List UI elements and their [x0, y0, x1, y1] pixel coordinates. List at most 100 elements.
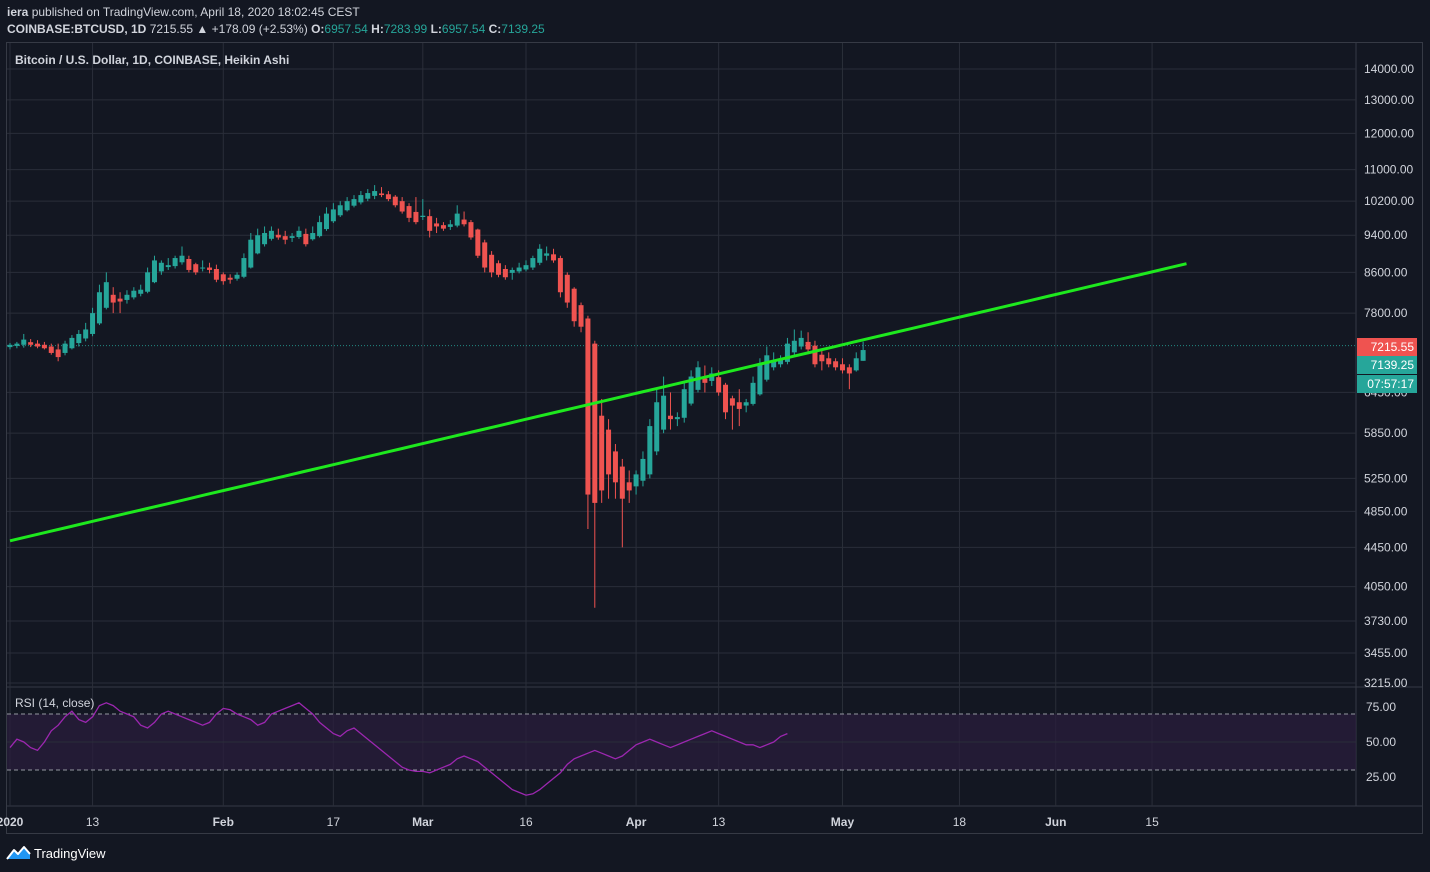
candle-body	[599, 415, 605, 491]
candle-body	[578, 305, 584, 327]
candle-body	[90, 313, 96, 334]
tradingview-logo-icon[interactable]	[6, 844, 32, 862]
candle-body	[489, 254, 495, 273]
change-arrow-icon: ▲	[196, 22, 209, 36]
price-tick-label: 3730.00	[1364, 614, 1408, 628]
candle-body	[654, 402, 660, 452]
candle-body	[440, 225, 446, 229]
candle-body	[83, 329, 89, 339]
price-tick-label: 10200.00	[1364, 194, 1414, 208]
candle-body	[606, 429, 612, 475]
symbol-label[interactable]: COINBASE:BTCUSD, 1D	[7, 22, 147, 36]
candle-body	[358, 195, 364, 203]
open-value: 6957.54	[324, 22, 368, 36]
candle-body	[124, 294, 130, 300]
candle-body	[289, 236, 295, 238]
candle-body	[28, 342, 34, 345]
price-tick-label: 4050.00	[1364, 580, 1408, 594]
candle-body	[186, 258, 192, 270]
chart-panel[interactable]	[6, 42, 1423, 834]
candle-body	[495, 263, 501, 275]
candle-body	[323, 213, 329, 230]
candle-body	[537, 248, 543, 263]
candle-body	[743, 402, 749, 406]
candle-body	[227, 277, 233, 280]
time-tick-label: 13	[712, 815, 726, 829]
time-tick-label: May	[831, 815, 855, 829]
candle-body	[103, 282, 109, 308]
candle-body	[96, 292, 102, 324]
candle-body	[475, 229, 481, 256]
candle-body	[344, 201, 350, 211]
candle-body	[736, 402, 742, 409]
price-tick-label: 8600.00	[1364, 265, 1408, 279]
time-tick-label: 16	[519, 815, 533, 829]
candle-body	[544, 253, 550, 256]
candle-body	[310, 233, 316, 240]
candle-body	[427, 216, 433, 231]
candle-body	[35, 343, 41, 347]
candle-body	[667, 415, 673, 420]
candle-body	[709, 373, 715, 381]
candle-body	[482, 242, 488, 268]
candle-body	[7, 344, 13, 348]
candle-body	[200, 267, 206, 269]
candle-body	[434, 223, 440, 227]
author-name[interactable]: iera	[7, 5, 29, 19]
candle-body	[771, 361, 777, 368]
price-change: +178.09 (+2.53%)	[211, 22, 308, 36]
candle-body	[372, 191, 378, 196]
candle-body	[248, 239, 254, 268]
candle-body	[723, 384, 729, 413]
price-tick-label: 12000.00	[1364, 126, 1414, 140]
price-tick-label: 4450.00	[1364, 540, 1408, 554]
candle-body	[729, 398, 735, 406]
high-label: H:	[371, 22, 384, 36]
publish-header: iera published on TradingView.com, April…	[0, 0, 1430, 42]
publish-text: published on TradingView.com, April 18, …	[31, 5, 360, 19]
last-price-badge-bg	[1357, 338, 1417, 356]
last-price-badge: 7215.55	[1371, 340, 1415, 354]
candle-body	[41, 344, 47, 349]
candle-body	[454, 213, 460, 226]
candle-body	[220, 274, 226, 282]
candle-body	[571, 288, 577, 322]
low-value: 6957.54	[441, 22, 486, 36]
candle-body	[509, 269, 515, 273]
tradingview-brand[interactable]: TradingView	[34, 846, 106, 861]
candle-body	[812, 345, 818, 365]
rsi-line	[9, 702, 788, 796]
candle-body	[234, 274, 240, 279]
candle-body	[516, 267, 522, 272]
rsi-title: RSI (14, close)	[15, 696, 95, 710]
candle-body	[138, 289, 144, 294]
candle-body	[213, 268, 219, 280]
candle-body	[592, 343, 598, 503]
candle-body	[633, 474, 639, 487]
candle-body	[778, 359, 784, 365]
candle-body	[330, 209, 336, 222]
time-tick-label: 15	[1145, 815, 1159, 829]
candle-body	[151, 260, 157, 283]
candle-body	[268, 230, 274, 239]
candle-body	[640, 458, 646, 481]
candle-body	[716, 377, 722, 393]
candle-body	[681, 389, 687, 418]
time-tick-label: Feb	[213, 815, 234, 829]
last-price: 7215.55	[149, 22, 194, 36]
rsi-tick-label: 50.00	[1366, 735, 1396, 749]
candle-body	[846, 367, 852, 374]
candle-body	[860, 350, 866, 361]
candle-body	[62, 343, 68, 353]
candle-body	[241, 258, 247, 277]
candle-body	[447, 224, 453, 227]
price-tick-label: 3455.00	[1364, 646, 1408, 660]
candle-body	[110, 294, 116, 303]
price-tick-label: 14000.00	[1364, 62, 1414, 76]
candle-body	[179, 255, 185, 263]
candle-body	[551, 254, 557, 261]
candle-body	[764, 355, 770, 380]
time-tick-label: 18	[953, 815, 967, 829]
candle-body	[14, 343, 20, 346]
